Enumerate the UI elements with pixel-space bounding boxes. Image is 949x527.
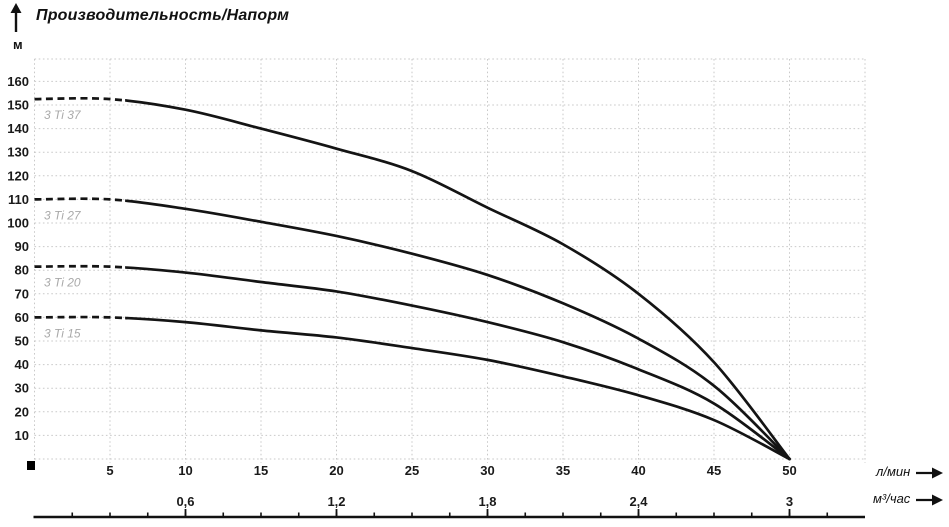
y-tick-label: 110 [8, 192, 29, 207]
y-tick-label: 50 [15, 334, 29, 349]
series-label: 3 Ti 20 [44, 276, 81, 290]
series-label: 3 Ti 15 [44, 326, 81, 340]
y-axis-unit-label: м [13, 37, 23, 52]
x-axis-arrow-lmin-icon [916, 467, 943, 479]
x-tick-label-m3h: 3 [786, 494, 793, 509]
x-axis-unit-m3h: м³/час [873, 491, 911, 506]
x-tick-label-m3h: 2,4 [629, 494, 648, 509]
x-tick-label-lmin: 50 [782, 463, 796, 478]
x-tick-label-m3h: 1,8 [478, 494, 496, 509]
y-tick-label: 80 [15, 263, 29, 278]
curve-3ti15 [125, 316, 791, 461]
curve-3ti27 [125, 199, 791, 461]
y-tick-label: 60 [15, 310, 29, 325]
y-tick-label: 160 [7, 74, 29, 89]
x-tick-label-lmin: 30 [480, 463, 494, 478]
x-tick-label-m3h: 0,6 [176, 494, 194, 509]
x-tick-label-lmin: 45 [707, 463, 721, 478]
y-tick-label: 40 [15, 357, 29, 372]
x-tick-label-lmin: 20 [329, 463, 343, 478]
x-tick-label-lmin: 10 [178, 463, 192, 478]
y-tick-label: 10 [15, 428, 29, 443]
x-tick-label-lmin: 40 [631, 463, 645, 478]
y-tick-label: 150 [7, 98, 29, 113]
y-tick-label: 100 [7, 216, 29, 231]
x-tick-label-lmin: 5 [106, 463, 113, 478]
origin-marker [27, 461, 35, 470]
x-tick-label-lmin: 15 [254, 463, 268, 478]
curve-3ti20 [125, 266, 791, 461]
x-axis-unit-lmin: л/мин [876, 464, 911, 479]
y-tick-label: 20 [15, 404, 29, 419]
y-axis-arrow-icon [10, 3, 22, 32]
x-tick-label-lmin: 35 [556, 463, 570, 478]
y-tick-label: 70 [15, 286, 29, 301]
x-tick-label-m3h: 1,2 [327, 494, 345, 509]
y-tick-label: 90 [15, 239, 29, 254]
chart-title: Производительность/Напорм [36, 7, 290, 24]
series-label: 3 Ti 37 [44, 108, 82, 122]
x-axis-arrow-m3h-icon [916, 494, 943, 506]
y-tick-label: 120 [7, 168, 29, 183]
series-label: 3 Ti 27 [44, 208, 82, 222]
curve-3ti37 [125, 99, 791, 461]
y-tick-label: 140 [7, 121, 29, 136]
x-tick-label-lmin: 25 [405, 463, 419, 478]
y-tick-label: 30 [15, 381, 29, 396]
y-tick-label: 130 [7, 145, 29, 160]
